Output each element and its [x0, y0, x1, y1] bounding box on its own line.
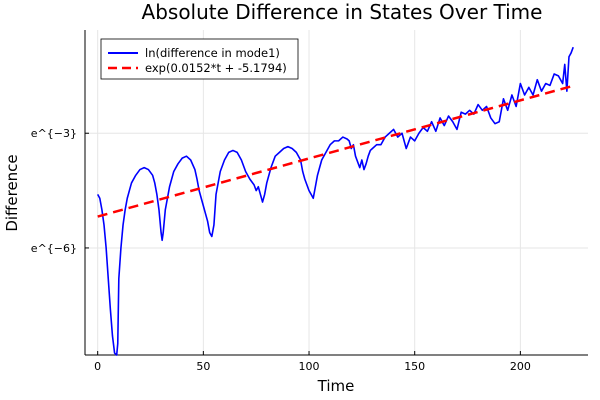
- y-tick-label: e^{−6}: [31, 242, 77, 255]
- legend-label-series-1: ln(difference in mode1): [145, 46, 280, 60]
- series-line-2: [97, 84, 574, 218]
- x-tick-label: 150: [404, 360, 425, 373]
- x-tick-label: 100: [299, 360, 320, 373]
- y-axis-label: Difference: [3, 154, 21, 231]
- x-tick-label: 50: [196, 360, 210, 373]
- series-lines: [96, 46, 574, 356]
- legend-label-series-2: exp(0.0152*t + -5.1794): [145, 61, 287, 75]
- legend: ln(difference in mode1) exp(0.0152*t + -…: [100, 38, 299, 80]
- axes: [84, 30, 588, 356]
- legend-box: [100, 38, 299, 80]
- tick-labels: 0 50 100 150 200 e^{−3} e^{−6}: [31, 127, 531, 373]
- series-line-1: [96, 46, 574, 356]
- x-tick-label: 200: [510, 360, 531, 373]
- chart-title: Absolute Difference in States Over Time: [142, 0, 543, 24]
- x-axis-label: Time: [317, 377, 355, 395]
- y-tick-label: e^{−3}: [31, 127, 77, 140]
- x-tick-label: 0: [94, 360, 101, 373]
